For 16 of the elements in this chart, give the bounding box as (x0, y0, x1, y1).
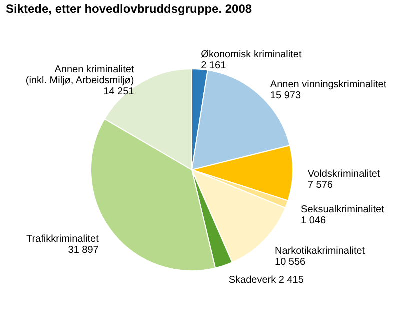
data-label: 2 161 (201, 60, 227, 72)
data-label: 1 046 (301, 216, 326, 227)
chart-title: Siktede, etter hovedlovbruddsgruppe. 2008 (6, 2, 252, 16)
data-label: 31 897 (68, 245, 100, 256)
slice-label: Annen kriminalitet (inkl. Miljø, Arbeidsmiljø) (26, 64, 134, 86)
slice-label: Narkotikakriminalitet (275, 246, 366, 258)
slice-label: Trafikkriminalitet (26, 234, 100, 246)
slice-label: Skadeverk 2 415 (228, 274, 304, 286)
data-label: 15 973 (270, 90, 302, 102)
slice-label: Seksualkriminalitet (301, 204, 385, 216)
data-label: 10 556 (275, 257, 306, 268)
slice-label: Voldskriminalitet (308, 168, 380, 180)
data-label: 7 576 (308, 180, 334, 191)
slice-label: Annen vinningskriminalitet (270, 80, 387, 91)
data-label: 14 251 (104, 86, 135, 98)
slice-label: Økonomisk kriminalitet (201, 49, 302, 60)
